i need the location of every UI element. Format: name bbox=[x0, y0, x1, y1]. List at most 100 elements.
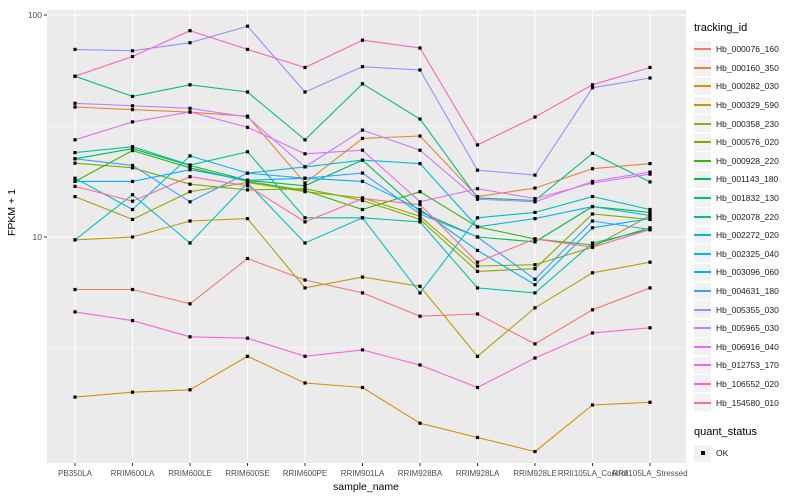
data-point bbox=[303, 278, 307, 282]
data-point bbox=[590, 241, 595, 245]
legend-item-label: Hb_000282_030 bbox=[716, 81, 779, 92]
data-point bbox=[73, 161, 77, 165]
legend-item-Hb_000928_220: Hb_000928_220 bbox=[694, 152, 798, 171]
legend-item-Hb_154580_010: Hb_154580_010 bbox=[694, 393, 798, 412]
data-point bbox=[360, 128, 365, 132]
data-point bbox=[360, 348, 365, 352]
legend-key-line bbox=[694, 40, 711, 58]
x-tick-label: RRIM901LA bbox=[341, 469, 385, 478]
y-tick-label: 10 bbox=[33, 232, 43, 242]
data-point bbox=[418, 314, 422, 318]
data-points bbox=[73, 24, 652, 454]
legend-key-line bbox=[694, 375, 711, 393]
data-point bbox=[590, 271, 595, 275]
data-point bbox=[130, 163, 135, 168]
data-point bbox=[303, 181, 307, 185]
data-point bbox=[533, 277, 537, 281]
legend-key-line bbox=[694, 208, 711, 226]
axes: 10 100 PB350LA RRIM600LA RRIM600LE RRIM600SE R… bbox=[28, 10, 688, 478]
data-point bbox=[360, 179, 365, 183]
data-point bbox=[533, 267, 537, 271]
legend-item-label: Hb_001143_180 bbox=[716, 174, 779, 185]
data-point bbox=[533, 450, 537, 454]
data-point bbox=[188, 190, 192, 194]
legend-item-Hb_000329_590: Hb_000329_590 bbox=[694, 96, 798, 115]
data-point bbox=[130, 207, 135, 212]
data-point bbox=[475, 264, 480, 268]
data-point bbox=[130, 217, 135, 221]
data-point bbox=[130, 319, 135, 323]
data-point bbox=[475, 385, 480, 390]
legend-item-Hb_001832_130: Hb_001832_130 bbox=[694, 189, 798, 208]
data-point bbox=[418, 68, 422, 72]
data-point bbox=[360, 38, 365, 42]
data-point bbox=[360, 291, 365, 295]
x-tick-label: RRIM600PE bbox=[283, 469, 327, 478]
data-point bbox=[533, 217, 537, 221]
legend-key-line bbox=[694, 96, 711, 114]
legend-key-line bbox=[694, 115, 711, 133]
data-point bbox=[418, 203, 422, 207]
legend-item-label: Hb_000928_220 bbox=[716, 155, 779, 166]
legend-key-line bbox=[694, 245, 711, 263]
data-point bbox=[475, 225, 480, 229]
data-point bbox=[648, 170, 652, 174]
legend-item-Hb_006916_040: Hb_006916_040 bbox=[694, 338, 798, 357]
x-axis-title: sample_name bbox=[333, 481, 399, 493]
data-point bbox=[590, 331, 595, 335]
data-point bbox=[533, 210, 537, 214]
data-point bbox=[188, 106, 192, 110]
data-point bbox=[533, 186, 537, 190]
x-tick-label: RRIM928LA bbox=[456, 469, 500, 478]
legend-item-label: Hb_000329_590 bbox=[716, 100, 779, 111]
x-tick-label: RRII105LA_Control bbox=[558, 469, 628, 478]
data-point bbox=[130, 145, 135, 149]
legend-item-label: Hb_154580_010 bbox=[716, 397, 779, 408]
data-point bbox=[73, 176, 77, 180]
data-point bbox=[130, 104, 135, 108]
data-point bbox=[418, 148, 422, 152]
legend-item-Hb_002272_020: Hb_002272_020 bbox=[694, 226, 798, 245]
data-point bbox=[648, 226, 652, 230]
data-point bbox=[475, 216, 480, 220]
data-point bbox=[533, 306, 537, 310]
data-point bbox=[303, 216, 307, 220]
data-point bbox=[590, 86, 595, 90]
data-point bbox=[418, 421, 422, 425]
data-point bbox=[130, 54, 135, 59]
data-point bbox=[590, 219, 595, 223]
data-point bbox=[418, 291, 422, 295]
data-point bbox=[73, 105, 77, 109]
data-point bbox=[73, 74, 77, 78]
data-point bbox=[418, 284, 422, 288]
data-point bbox=[188, 41, 192, 45]
data-point bbox=[245, 181, 250, 185]
data-point bbox=[245, 256, 250, 261]
data-point bbox=[188, 110, 192, 114]
data-point bbox=[303, 152, 307, 156]
data-point bbox=[245, 150, 250, 154]
data-point bbox=[188, 241, 192, 245]
data-point bbox=[245, 184, 250, 188]
data-point bbox=[590, 181, 595, 185]
data-point bbox=[475, 168, 480, 172]
data-point bbox=[648, 207, 652, 212]
data-point bbox=[418, 207, 422, 212]
legend-item-Hb_004631_180: Hb_004631_180 bbox=[694, 282, 798, 301]
legend-item-label: Hb_006916_040 bbox=[716, 341, 779, 352]
data-point bbox=[188, 388, 192, 392]
data-point bbox=[73, 151, 77, 155]
legend-item-label: Hb_002078_220 bbox=[716, 211, 779, 222]
data-point bbox=[590, 151, 595, 155]
x-tick-label: RRIM928BA bbox=[398, 469, 443, 478]
data-point bbox=[130, 287, 135, 292]
legend-item-label: Hb_003096_060 bbox=[716, 267, 779, 278]
data-point bbox=[360, 385, 365, 390]
data-point bbox=[648, 228, 652, 232]
data-point bbox=[130, 94, 135, 98]
legend-item-Hb_005355_030: Hb_005355_030 bbox=[694, 300, 798, 319]
data-point bbox=[533, 283, 537, 287]
data-point bbox=[360, 82, 365, 86]
legend-key-line bbox=[694, 133, 711, 151]
